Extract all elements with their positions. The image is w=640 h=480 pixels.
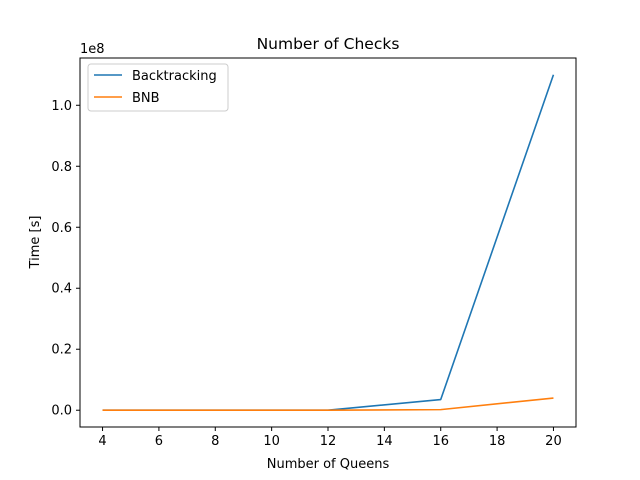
x-axis-label: Number of Queens <box>267 457 390 472</box>
series-line-bnb <box>102 397 554 412</box>
legend-label-bnb: BNB <box>132 91 160 106</box>
plot-frame <box>79 57 577 428</box>
x-tick-label: 18 <box>489 434 506 449</box>
x-tick-label: 20 <box>545 434 562 449</box>
x-tick-label: 8 <box>211 434 219 449</box>
legend: Backtracking BNB <box>87 63 229 112</box>
series-line-backtracking <box>102 74 555 412</box>
y-axis-ticks: 0.0 0.2 0.4 0.6 0.8 1.0 <box>51 99 80 419</box>
x-tick-label: 6 <box>155 434 163 449</box>
x-axis-ticks: 4 6 8 10 12 14 16 18 20 <box>98 427 562 449</box>
y-tick-label: 0.4 <box>51 282 72 297</box>
x-tick-label: 16 <box>432 434 449 449</box>
y-offset-label: 1e8 <box>80 42 105 57</box>
x-tick-label: 14 <box>376 434 393 449</box>
legend-box <box>87 63 229 112</box>
y-tick-label: 0.8 <box>51 160 72 175</box>
y-tick-label: 0.2 <box>51 343 72 358</box>
y-tick-label: 0.0 <box>51 404 72 419</box>
x-tick-label: 12 <box>320 434 337 449</box>
x-tick-label: 4 <box>98 434 106 449</box>
series-lines <box>102 74 555 412</box>
y-tick-label: 0.6 <box>51 221 72 236</box>
y-tick-label: 1.0 <box>51 99 72 114</box>
x-tick-label: 10 <box>263 434 280 449</box>
y-axis-label: Time [s] <box>28 216 43 270</box>
chart-title: Number of Checks <box>257 35 400 53</box>
legend-label-backtracking: Backtracking <box>132 69 217 84</box>
